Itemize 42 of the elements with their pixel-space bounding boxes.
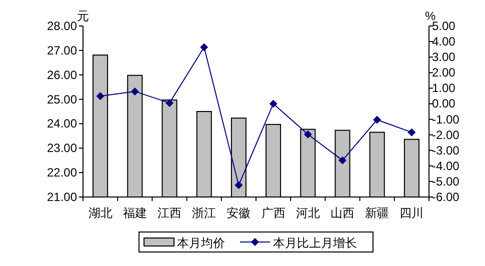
y2-tick-label: -2.00 [432, 128, 460, 142]
y2-tick-label: 4.00 [432, 34, 456, 49]
y-tick-label: 23.00 [46, 141, 78, 156]
point [373, 116, 382, 124]
y2-tick-label: -5.00 [432, 174, 460, 188]
point [338, 156, 346, 164]
point [130, 87, 139, 96]
y-tick-label: 25.00 [46, 92, 78, 106]
legend-label: 本月均价 [177, 236, 225, 250]
y-tick-label: 27.00 [46, 43, 78, 58]
x-tick-label: 福建 [122, 206, 147, 220]
legend-label: 本月比上月增长 [273, 236, 357, 250]
y2-tick-label: 3.00 [432, 50, 456, 64]
point [408, 128, 416, 136]
point [166, 98, 174, 107]
x-tick-label: 安徽 [226, 206, 251, 220]
x-tick-label: 山西 [330, 206, 354, 220]
y2-tick-label: 1.00 [432, 81, 456, 96]
y-tick-label: 22.00 [46, 166, 78, 180]
x-tick-label: 河北 [296, 206, 320, 220]
point [96, 92, 104, 100]
y-tick-label: 24.00 [46, 116, 78, 131]
x-tick-label: 浙江 [192, 206, 216, 220]
y2-tick-label: -1.00 [432, 112, 460, 126]
x-tick-label: 四川 [400, 206, 424, 220]
y2-tick-label: 0.00 [432, 96, 456, 111]
y-axis-title: 元 [77, 9, 89, 23]
point [234, 181, 243, 190]
x-tick-label: 江西 [158, 206, 182, 220]
y2-tick-label: -4.00 [432, 158, 460, 173]
x-tick-label: 新疆 [365, 206, 390, 220]
point [304, 130, 312, 138]
y-tick-label: 26.00 [46, 68, 78, 82]
x-tick-label: 广西 [261, 206, 286, 220]
point [200, 43, 208, 52]
point [269, 100, 278, 108]
y2-tick-label: -6.00 [432, 190, 460, 204]
y2-tick-label: -3.00 [432, 143, 460, 158]
x-tick-label: 湖北 [88, 206, 112, 220]
y-tick-label: 28.00 [46, 19, 78, 33]
y2-tick-label: 2.00 [432, 66, 456, 80]
y-tick-label: 21.00 [46, 190, 78, 204]
